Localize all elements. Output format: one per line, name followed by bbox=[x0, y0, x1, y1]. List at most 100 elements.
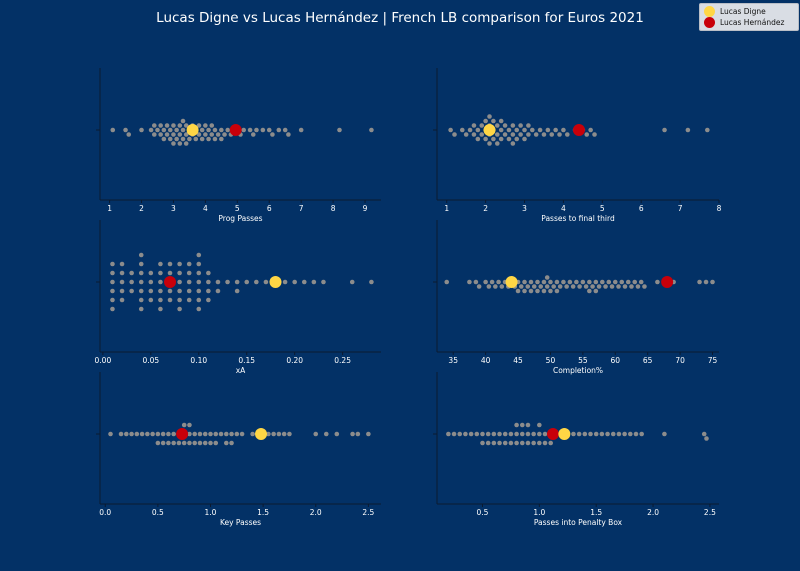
swarm-panel-3: 0.00 0.05 0.10 0.15 0.20 0.25 xA bbox=[95, 220, 381, 375]
swarm-point bbox=[171, 440, 176, 446]
swarm-point bbox=[622, 284, 628, 289]
swarm-point bbox=[610, 431, 616, 437]
swarm-point bbox=[263, 279, 269, 285]
digne-marker bbox=[255, 428, 268, 440]
swarm-point bbox=[506, 136, 512, 142]
swarm-point bbox=[596, 284, 602, 289]
legend-marker-digne bbox=[704, 6, 715, 17]
swarm-point bbox=[148, 279, 154, 285]
digne-marker bbox=[186, 124, 199, 136]
swarm-point bbox=[270, 132, 275, 137]
x-tick-label: 0.10 bbox=[190, 356, 207, 365]
swarm-point bbox=[554, 288, 560, 294]
swarm-point bbox=[155, 440, 161, 446]
swarm-point bbox=[518, 284, 524, 289]
swarm-point bbox=[548, 288, 553, 294]
swarm-point bbox=[202, 431, 208, 437]
swarm-point bbox=[158, 132, 163, 137]
legend-entry-digne: Lucas Digne bbox=[704, 6, 766, 17]
swarm-point bbox=[514, 440, 519, 446]
x-tick-label: 7 bbox=[299, 204, 304, 213]
swarm-point bbox=[158, 297, 163, 303]
swarm-point bbox=[219, 136, 224, 142]
swarm-point bbox=[138, 252, 144, 258]
swarm-point bbox=[574, 279, 579, 285]
swarm-point bbox=[171, 431, 176, 437]
swarm-point bbox=[522, 127, 527, 133]
x-tick-label: 45 bbox=[513, 356, 523, 365]
swarm-point bbox=[685, 127, 691, 133]
x-axis-label: Passes into Penalty Box bbox=[534, 518, 623, 527]
swarm-point bbox=[187, 440, 192, 446]
swarm-point bbox=[281, 431, 287, 437]
digne-marker bbox=[269, 276, 282, 288]
swarm-point bbox=[475, 127, 481, 133]
swarm-point bbox=[119, 270, 125, 276]
swarm-point bbox=[619, 279, 625, 285]
x-tick-label: 0.5 bbox=[477, 508, 489, 517]
swarm-point bbox=[250, 132, 256, 137]
x-tick-label: 40 bbox=[481, 356, 491, 365]
swarm-point bbox=[148, 297, 154, 303]
swarm-point bbox=[166, 431, 171, 437]
swarm-point bbox=[155, 431, 161, 437]
swarm-point bbox=[508, 431, 514, 437]
chart-title: Lucas Digne vs Lucas Hernández | French … bbox=[156, 10, 644, 26]
swarm-point bbox=[444, 279, 450, 285]
swarm-point bbox=[463, 431, 468, 437]
swarm-point bbox=[239, 431, 245, 437]
swarm-point bbox=[635, 284, 641, 289]
swarm-point bbox=[541, 279, 547, 285]
swarm-point bbox=[287, 431, 292, 437]
hernandez-marker bbox=[546, 428, 559, 440]
swarm-point bbox=[276, 127, 282, 133]
swarm-point bbox=[544, 284, 550, 289]
swarm-point bbox=[522, 136, 527, 142]
swarm-point bbox=[292, 279, 297, 285]
hernandez-marker bbox=[661, 276, 674, 288]
swarm-point bbox=[508, 440, 514, 446]
x-tick-label: 1.0 bbox=[533, 508, 545, 517]
swarm-point bbox=[241, 127, 246, 133]
swarm-point bbox=[705, 127, 710, 133]
swarm-point bbox=[129, 431, 134, 437]
swarm-point bbox=[167, 127, 173, 133]
swarm-point bbox=[710, 279, 715, 285]
hernandez-marker bbox=[164, 276, 177, 288]
swarm-point bbox=[485, 431, 491, 437]
swarm-panel-5: 0.0 0.5 1.0 1.5 2.0 2.5 Key Passes bbox=[96, 372, 381, 527]
swarm-point bbox=[119, 279, 125, 285]
swarm-point bbox=[590, 284, 595, 289]
swarm-point bbox=[183, 132, 189, 137]
swarm-point bbox=[476, 284, 482, 289]
swarm-point bbox=[203, 132, 208, 137]
swarm-panel-2: 1 2 3 4 5 6 7 8 Passes to final third bbox=[433, 68, 722, 223]
swarm-point bbox=[526, 123, 531, 128]
swarm-point bbox=[229, 440, 234, 446]
swarm-panel-4: 35 40 45 50 55 60 65 70 75 Completion% bbox=[433, 220, 719, 375]
swarm-point bbox=[181, 422, 187, 428]
swarm-point bbox=[538, 284, 544, 289]
swarm-point bbox=[502, 440, 508, 446]
swarm-point bbox=[180, 136, 186, 142]
swarm-point bbox=[537, 127, 543, 133]
swarm-point bbox=[541, 132, 547, 137]
swarm-point bbox=[337, 127, 342, 133]
swarm-point bbox=[260, 127, 266, 133]
swarm-point bbox=[483, 136, 488, 142]
swarm-point bbox=[502, 431, 508, 437]
swarm-point bbox=[537, 431, 542, 437]
x-tick-label: 2.0 bbox=[310, 508, 322, 517]
swarm-point bbox=[234, 288, 240, 294]
hernandez-marker bbox=[572, 124, 585, 136]
swarm-point bbox=[600, 279, 605, 285]
x-tick-label: 0.25 bbox=[334, 356, 351, 365]
swarm-point bbox=[537, 440, 542, 446]
swarm-point bbox=[183, 141, 189, 146]
swarm-point bbox=[138, 270, 144, 276]
swarm-point bbox=[166, 440, 171, 446]
swarm-point bbox=[196, 270, 202, 276]
hernandez-marker bbox=[176, 428, 189, 440]
swarm-point bbox=[118, 431, 124, 437]
swarm-point bbox=[549, 132, 555, 137]
